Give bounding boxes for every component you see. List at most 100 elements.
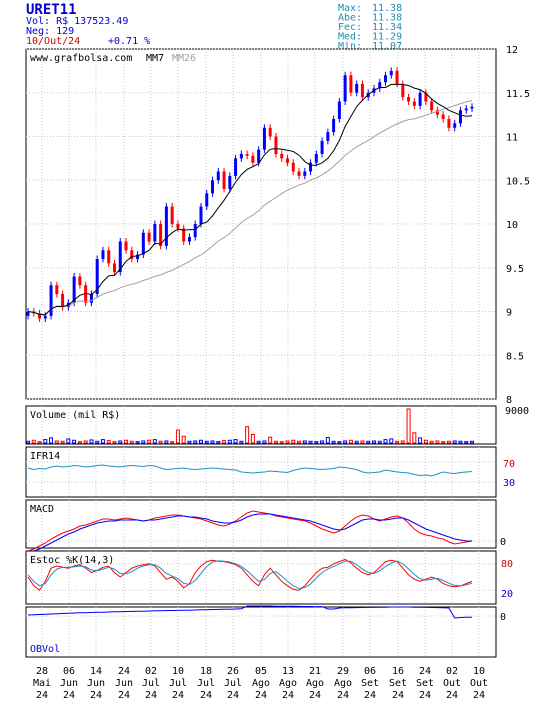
volume-bar — [302, 440, 307, 444]
x-tick-month: Set — [361, 678, 379, 689]
candle-body — [280, 154, 284, 159]
change-text: +0.71 % — [108, 36, 150, 47]
x-tick-year: 24 — [172, 690, 184, 701]
candle-body — [43, 315, 47, 319]
stat-value: 11.29 — [372, 32, 402, 43]
price-stats: Max: 11.38 Abe: 11.38 Fec: 11.34 Med: 11.29 Min:… — [338, 3, 402, 52]
volume-label: Volume (mil R$) — [30, 410, 120, 421]
x-tick-month: Ago — [252, 678, 270, 689]
volume-bar — [383, 439, 388, 444]
candle-body — [291, 162, 295, 172]
x-tick-day: 29 — [337, 666, 349, 677]
volume-bar — [49, 437, 54, 444]
candle-body — [430, 101, 434, 111]
volume-bar — [285, 440, 290, 444]
candle-body — [332, 119, 336, 133]
volume-bar — [291, 439, 296, 444]
x-tick-year: 24 — [36, 690, 48, 701]
volume-bar — [418, 437, 423, 444]
volume-bar — [435, 440, 440, 444]
stoch-tick-80: 80 — [501, 559, 513, 570]
candle-body — [447, 119, 451, 128]
stoch-d-line — [27, 560, 473, 589]
x-tick-month: Jun — [115, 678, 133, 689]
candle-body — [234, 158, 238, 176]
ifr-tick-70: 70 — [503, 459, 515, 470]
candle-body — [26, 311, 30, 316]
candle-body — [424, 92, 428, 102]
volume-bar — [256, 440, 261, 444]
volume-bar — [170, 441, 175, 444]
candle-body — [199, 206, 203, 224]
macd-line — [27, 510, 473, 552]
candle-body — [303, 171, 307, 176]
candle-body — [182, 228, 186, 242]
obv-line — [27, 605, 473, 619]
x-tick-year: 24 — [337, 690, 349, 701]
volume-bar — [193, 440, 198, 444]
candle-body — [453, 123, 457, 128]
candle-body — [245, 154, 249, 156]
x-tick-year: 24 — [364, 690, 376, 701]
volume-bar — [245, 426, 250, 444]
volume-bar — [337, 441, 342, 444]
legend-mm26: MM26 — [172, 53, 196, 64]
y-tick-label: 11 — [506, 133, 518, 144]
candle-body — [314, 154, 318, 163]
volume-bar — [175, 429, 180, 444]
candle-body — [441, 114, 445, 119]
volume-bar — [158, 440, 163, 444]
volume-bar — [152, 439, 157, 444]
x-tick-month: Out — [470, 678, 488, 689]
candle-body — [112, 263, 116, 273]
x-tick-year: 24 — [145, 690, 157, 701]
candle-body — [343, 75, 347, 102]
candle-body — [78, 276, 82, 286]
x-tick-day: 24 — [419, 666, 431, 677]
volume-bar — [458, 440, 463, 444]
ifr-line — [27, 464, 473, 477]
volume-bar — [164, 440, 169, 444]
mm26-line — [27, 100, 473, 316]
stat-label: Max: — [338, 3, 362, 14]
stat-value: 11.07 — [372, 41, 402, 52]
volume-max-tick: 9000 — [505, 406, 529, 417]
stat-label: Med: — [338, 32, 362, 43]
x-tick-day: 06 — [63, 666, 75, 677]
candle-body — [274, 136, 278, 154]
volume-bar — [412, 432, 417, 444]
volume-bar — [446, 440, 451, 444]
x-tick-year: 24 — [419, 690, 431, 701]
x-tick-day: 18 — [200, 666, 212, 677]
x-tick-day: 24 — [118, 666, 130, 677]
volume-bar — [464, 441, 469, 444]
volume-bar — [250, 434, 255, 444]
obv-tick-0: 0 — [500, 612, 506, 623]
candle-body — [124, 241, 128, 251]
volume-bar — [360, 440, 365, 444]
x-tick-year: 24 — [118, 690, 130, 701]
volume-bar — [31, 439, 36, 444]
macd-signal-line — [27, 513, 472, 554]
volume-bar — [37, 441, 42, 444]
candle-body — [205, 193, 209, 207]
volume-bar — [262, 440, 267, 444]
stoch-label: Estoc %K(14,3) — [30, 555, 114, 566]
volume-grid — [41, 406, 480, 444]
volume-bar — [26, 440, 30, 444]
x-axis-labels: 28Mai2406Jun2414Jun2424Jun2402Jul2410Jul… — [33, 666, 488, 701]
x-tick-year: 24 — [392, 690, 404, 701]
stat-value: 11.34 — [372, 22, 402, 33]
candle-body — [418, 92, 422, 106]
volume-bar — [135, 441, 140, 444]
volume-bar — [227, 439, 232, 444]
y-tick-label: 9.5 — [506, 264, 524, 275]
y-tick-label: 9 — [506, 308, 512, 319]
volume-bar — [66, 438, 71, 444]
volume-bar — [320, 440, 325, 444]
volume-bar — [187, 440, 192, 444]
candle-body — [147, 232, 151, 242]
date-text: 10/Out/24 — [26, 36, 80, 47]
volume-text: Vol: R$ 137523.49 — [26, 16, 128, 27]
